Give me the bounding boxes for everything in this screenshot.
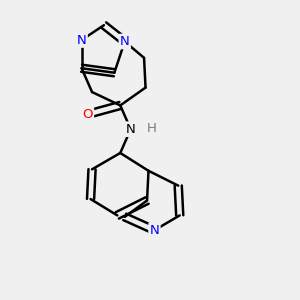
Text: N: N <box>77 34 86 46</box>
Text: O: O <box>82 108 93 121</box>
Text: N: N <box>150 224 159 237</box>
Text: N: N <box>126 123 136 136</box>
Text: N: N <box>120 35 130 48</box>
Text: H: H <box>146 122 156 135</box>
